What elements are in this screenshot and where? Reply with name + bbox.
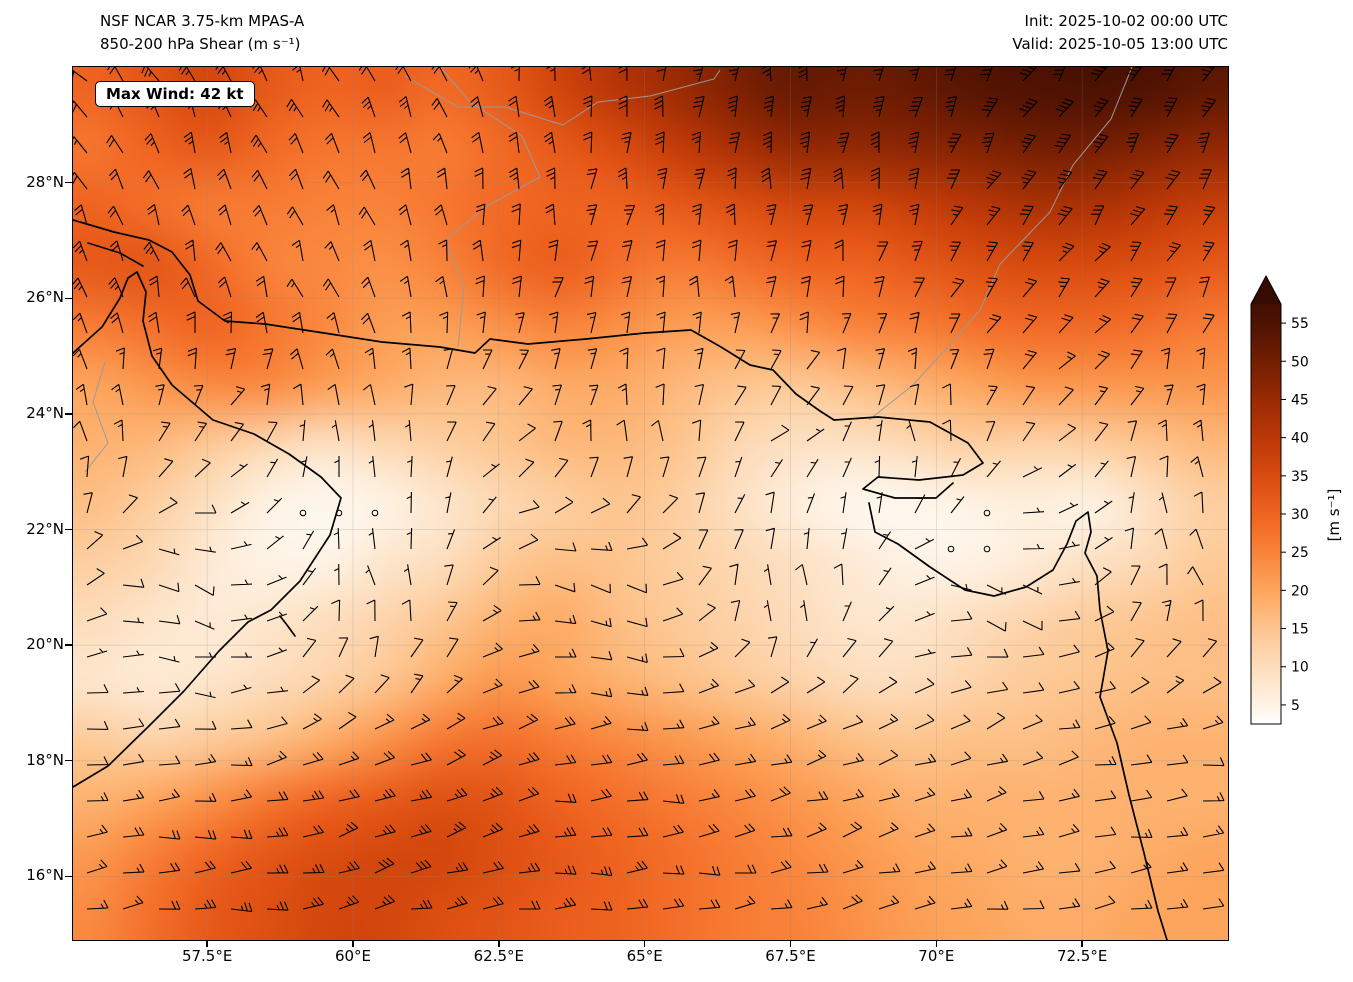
x-tick-label: 57.5°E <box>181 947 233 965</box>
init-time: Init: 2025-10-02 00:00 UTC <box>1024 12 1228 30</box>
x-tick-mark <box>498 940 500 947</box>
y-tick-label: 16°N <box>26 866 64 885</box>
graticule-lines <box>73 67 1228 940</box>
x-tick-mark <box>1081 940 1083 947</box>
country-borders <box>84 67 1133 473</box>
coastlines <box>73 219 1168 940</box>
model-title: NSF NCAR 3.75-km MPAS-A <box>100 12 305 30</box>
y-tick-mark <box>65 644 72 646</box>
header-left: NSF NCAR 3.75-km MPAS-A 850-200 hPa Shea… <box>100 10 304 56</box>
colorbar-tick-label: 50 <box>1291 354 1309 370</box>
field-title: 850-200 hPa Shear (m s⁻¹) <box>100 35 301 53</box>
y-tick-mark <box>65 297 72 299</box>
coast-iran-pakistan-kutch <box>73 219 984 499</box>
colorbar-tick-label: 40 <box>1291 431 1309 447</box>
x-tick-mark <box>206 940 208 947</box>
max-wind-badge: Max Wind: 42 kt <box>95 81 255 107</box>
colorbar-tick-label: 45 <box>1291 392 1309 408</box>
y-tick-label: 26°N <box>26 288 64 307</box>
x-tick-label: 62.5°E <box>473 947 525 965</box>
colorbar-tick-label: 25 <box>1291 545 1309 561</box>
masirah-island <box>279 615 296 637</box>
x-tick-mark <box>643 940 646 947</box>
shear-field-canvas <box>73 67 1228 940</box>
calm-wind-circles <box>299 509 991 553</box>
x-tick-label: 60°E <box>334 947 372 965</box>
map-overlay-svg <box>73 67 1228 940</box>
map-plot-area: Max Wind: 42 kt <box>72 66 1229 941</box>
colorbar-tick-label: 5 <box>1291 698 1300 714</box>
coast-arabia <box>73 271 342 788</box>
colorbar-tick-label: 55 <box>1291 316 1309 332</box>
y-tick-mark <box>65 413 72 415</box>
y-tick-label: 18°N <box>26 750 64 769</box>
x-tick-mark <box>352 940 354 947</box>
colorbar-tick-label: 15 <box>1291 622 1309 638</box>
y-tick-mark <box>65 760 72 762</box>
colorbar: 55 50 45 40 35 30 25 20 15 10 5 [m s⁻¹] <box>1250 274 1343 725</box>
valid-time: Valid: 2025-10-05 13:00 UTC <box>1012 35 1228 53</box>
header-right: Init: 2025-10-02 00:00 UTC Valid: 2025-1… <box>1012 10 1228 56</box>
y-tick-label: 22°N <box>26 519 64 538</box>
x-tick-mark <box>789 940 792 947</box>
colorbar-label: [m s⁻¹] <box>1325 489 1343 542</box>
x-tick-label: 70°E <box>918 947 955 965</box>
y-tick-mark <box>65 875 72 878</box>
colorbar-ticks: 55 50 45 40 35 30 25 20 15 10 5 <box>1281 316 1309 714</box>
colorbar-tick-label: 20 <box>1291 583 1309 599</box>
colorbar-tick-label: 30 <box>1291 507 1309 523</box>
y-tick-label: 20°N <box>26 635 64 654</box>
y-tick-label: 28°N <box>26 172 64 191</box>
colorbar-tick-label: 35 <box>1291 469 1309 485</box>
y-tick-label: 24°N <box>26 403 64 422</box>
y-tick-mark <box>65 528 72 531</box>
x-tick-mark <box>935 940 938 947</box>
x-tick-label: 65°E <box>626 947 663 965</box>
colorbar-body <box>1250 274 1282 725</box>
coast-india-west <box>868 502 1168 940</box>
wind-barbs <box>73 67 1225 913</box>
x-tick-label: 67.5°E <box>765 947 816 965</box>
y-tick-mark <box>65 181 72 184</box>
x-tick-label: 72.5°E <box>1056 947 1108 965</box>
qeshm-island <box>87 242 144 267</box>
colorbar-tick-label: 10 <box>1291 660 1309 676</box>
